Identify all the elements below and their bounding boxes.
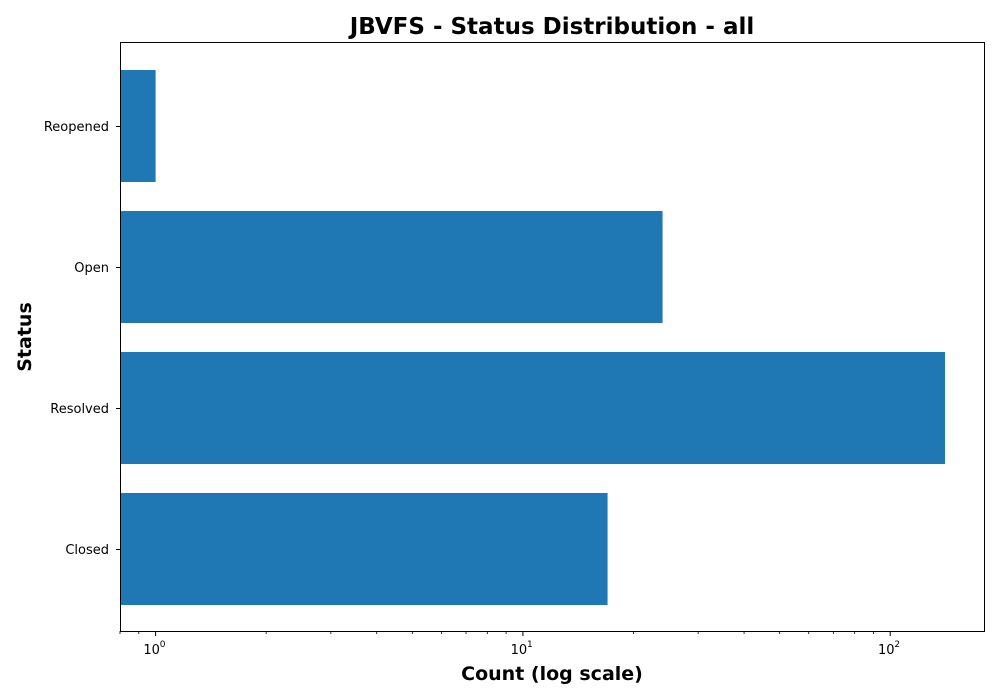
bar-closed (120, 493, 608, 605)
y-tick-label-open: Open (74, 261, 109, 276)
y-tick-label-resolved: Resolved (50, 402, 109, 417)
chart-title: JBVFS - Status Distribution - all (348, 14, 755, 40)
x-axis-label: Count (log scale) (461, 663, 643, 685)
y-tick-label-closed: Closed (65, 543, 109, 558)
bar-resolved (120, 352, 946, 464)
y-axis-ticks: Reopened Open Resolved Closed (44, 120, 120, 558)
plot-frame (120, 42, 985, 632)
bars-group (120, 70, 946, 605)
x-tick-label-exponent: 2 (894, 640, 900, 650)
bar-reopened (120, 70, 156, 182)
x-tick-label: 10 (511, 643, 528, 658)
y-tick-label-reopened: Reopened (44, 120, 109, 135)
x-tick-label-exponent: 1 (527, 640, 533, 650)
bar-open (120, 211, 663, 323)
x-tick-label: 10 (878, 643, 895, 658)
y-axis-label: Status (14, 302, 36, 372)
x-tick-label-exponent: 0 (160, 640, 166, 650)
x-tick-label: 10 (143, 643, 160, 658)
